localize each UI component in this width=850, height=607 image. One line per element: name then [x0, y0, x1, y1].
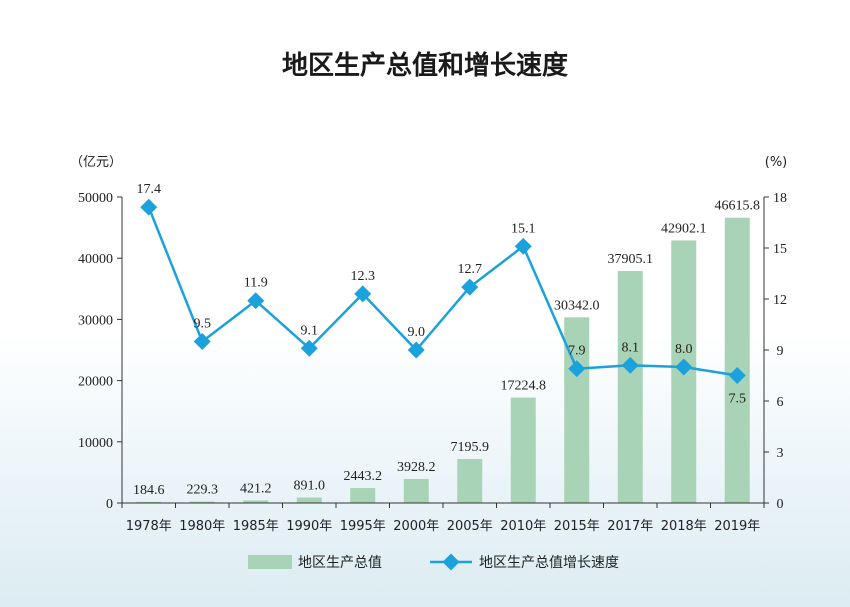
bar-data-label: 17224.8	[501, 379, 547, 394]
right-tick-label: 18	[773, 191, 787, 206]
line-data-label: 17.4	[137, 182, 162, 197]
left-tick-label: 40000	[78, 252, 113, 267]
line-point	[407, 341, 425, 359]
right-tick-label: 0	[777, 497, 784, 512]
x-tick-label: 2010年	[500, 519, 546, 534]
line-data-label: 7.5	[729, 392, 747, 407]
chart-title: 地区生产总值和增长速度	[282, 50, 568, 81]
line-data-label: 12.3	[351, 269, 376, 284]
line-data-label: 12.7	[458, 262, 483, 277]
x-tick-label: 1990年	[286, 519, 332, 534]
growth-line	[147, 206, 738, 377]
left-tick-label: 10000	[78, 436, 113, 451]
legend-line-label: 地区生产总值增长速度	[479, 555, 619, 571]
line-data-label: 9.1	[301, 323, 319, 338]
line-point	[675, 358, 693, 376]
line-point	[193, 333, 211, 350]
line-point	[140, 198, 158, 216]
right-tick-label: 12	[773, 293, 787, 308]
axes: 0 10000 20000 30000 40000 50000 0 3 6 9 12 15 18 1978…	[78, 191, 787, 534]
bar	[403, 478, 429, 503]
line-data-label: 7.9	[568, 344, 586, 359]
right-tick-label: 9	[777, 344, 784, 359]
bar	[510, 397, 536, 503]
left-tick-label: 50000	[78, 191, 113, 206]
line-point	[514, 237, 532, 255]
bar	[350, 488, 376, 503]
x-tick-label: 2018年	[661, 519, 707, 534]
line-data-label: 9.0	[408, 325, 426, 340]
bar-data-label: 3928.2	[397, 460, 436, 475]
bar	[617, 271, 643, 503]
bar-data-label: 184.6	[133, 483, 165, 498]
line-data-label: 11.9	[244, 276, 268, 291]
right-tick-label: 6	[777, 395, 784, 410]
line-data-label: 8.0	[675, 342, 693, 357]
legend-bar-label: 地区生产总值	[298, 555, 382, 571]
bar-data-label: 891.0	[294, 479, 326, 494]
legend: 地区生产总值 地区生产总值增长速度	[248, 553, 619, 571]
line-point	[728, 367, 746, 384]
bar-data-label: 30342.0	[554, 298, 600, 313]
bar-data-label: 7195.9	[451, 440, 490, 455]
bar	[296, 497, 322, 503]
bar-data-label: 46615.8	[715, 199, 761, 214]
bar	[243, 500, 269, 503]
line-point	[621, 356, 639, 374]
left-tick-label: 30000	[78, 313, 113, 328]
right-axis-label: (%)	[765, 155, 788, 170]
bar-data-label: 229.3	[187, 483, 219, 498]
line-point	[247, 292, 265, 310]
x-tick-label: 2015年	[554, 519, 600, 534]
bar-data-label: 42902.1	[661, 221, 707, 236]
line-data-label: 15.1	[511, 221, 536, 236]
line-point	[354, 285, 372, 303]
right-tick-label: 3	[777, 446, 784, 461]
bar-data-label: 421.2	[240, 481, 272, 496]
x-tick-label: 1978年	[126, 519, 172, 534]
x-tick-label: 1980年	[179, 519, 225, 534]
right-tick-label: 15	[773, 242, 787, 257]
bar	[136, 501, 162, 503]
line-data-label: 8.1	[622, 340, 640, 355]
left-axis-label: （亿元）	[70, 155, 122, 170]
bar	[189, 501, 215, 503]
left-tick-label: 20000	[78, 375, 113, 390]
bar-series: 184.6 229.3 421.2 891.0 2443.2 3928.2 7195.9 17…	[133, 199, 760, 503]
left-tick-label: 0	[106, 497, 113, 512]
bar	[457, 458, 483, 503]
x-tick-label: 2017年	[607, 519, 653, 534]
line-point	[300, 339, 318, 357]
line-point	[461, 278, 479, 296]
line-series: 17.4 9.5 11.9 9.1 12.3 9.0 12.7 15.1 7.9 8.1 8.0 7.…	[137, 182, 747, 406]
bar-data-label: 37905.1	[608, 252, 654, 267]
line-data-label: 9.5	[194, 317, 212, 332]
x-tick-label: 1985年	[233, 519, 279, 534]
x-tick-label: 1995年	[340, 519, 386, 534]
legend-bar-swatch	[248, 555, 292, 569]
x-tick-label: 2005年	[447, 519, 493, 534]
line-point	[568, 360, 586, 378]
x-tick-label: 2000年	[393, 519, 439, 534]
legend-line-marker	[442, 553, 460, 571]
bar	[724, 217, 750, 503]
bar-data-label: 2443.2	[344, 469, 383, 484]
x-tick-label: 2019年	[714, 519, 760, 534]
